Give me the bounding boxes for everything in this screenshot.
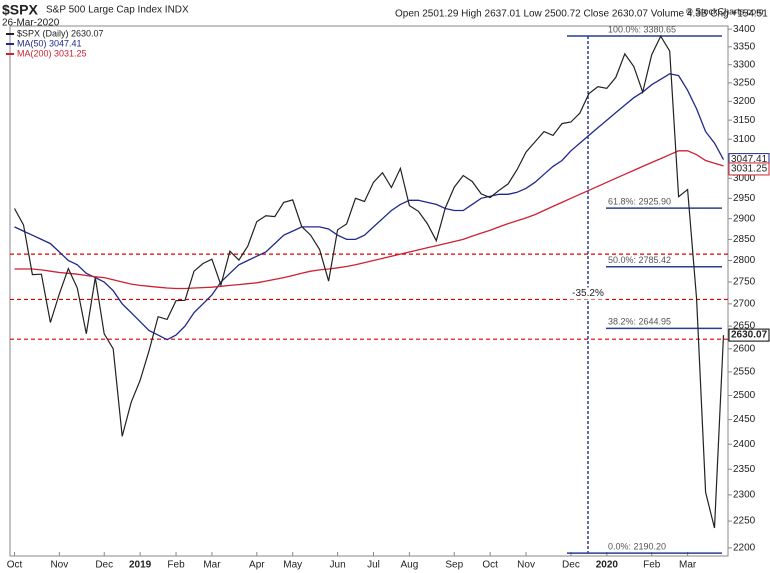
fib-label: 38.2%: 2644.95	[608, 317, 671, 327]
y-tick-label: 2200	[733, 542, 756, 553]
y-tick-label: 3100	[733, 134, 756, 145]
y-tick-label: 2350	[733, 464, 756, 475]
x-tick-label: Oct	[7, 560, 23, 571]
fib-label: 100.0%: 3380.65	[608, 24, 676, 34]
price-tag	[728, 328, 770, 342]
credit: © StockCharts.com	[686, 6, 764, 16]
x-tick-label: 2019	[129, 560, 152, 571]
x-tick-label: Aug	[400, 560, 418, 571]
x-tick-label: Dec	[562, 560, 580, 571]
plot-frame	[9, 25, 729, 557]
quote: Open 2501.29 High 2637.01 Low 2500.72 Cl…	[395, 9, 770, 20]
series-line	[13, 34, 725, 529]
legend-label: MA(50) 3047.41	[17, 38, 82, 48]
y-tick-label: 3350	[733, 41, 756, 52]
y-tick-label: 3300	[733, 59, 756, 70]
series-line	[14, 150, 724, 290]
x-tick-label: Apr	[249, 560, 265, 571]
x-tick-label: Nov	[50, 560, 68, 571]
annotation-bg	[570, 287, 606, 300]
y-tick-label: 3400	[733, 24, 756, 35]
fib-label: 61.8%: 2925.90	[608, 196, 671, 206]
x-tick-label: Mar	[203, 560, 221, 571]
y-tick-label: 2900	[733, 213, 756, 224]
date: 26-Mar-2020	[2, 18, 60, 29]
y-tick-label: 2800	[733, 255, 756, 266]
x-tick-label: 2020	[596, 560, 619, 571]
x-tick-label: Sep	[445, 560, 463, 571]
x-tick-label: Dec	[95, 560, 113, 571]
price-tag-label: 3031.25	[731, 164, 768, 175]
x-tick-label: Nov	[517, 560, 535, 571]
x-tick-label: May	[283, 560, 302, 571]
legend-label: MA(200) 3031.25	[17, 48, 87, 58]
price-tag-label: 2630.07	[731, 330, 768, 341]
fib-label: 0.0%: 2190.20	[608, 542, 666, 552]
price-tag-label: 3047.41	[731, 154, 768, 165]
price-tag	[728, 162, 770, 176]
fib-label: 50.0%: 2785.42	[608, 255, 671, 265]
series-line	[14, 73, 725, 341]
chart-title: $SPX	[2, 2, 38, 18]
y-tick-label: 2300	[733, 490, 756, 501]
annotation: -35.2%	[572, 288, 604, 299]
x-tick-label: Jun	[330, 560, 346, 571]
y-tick-label: 2250	[733, 516, 756, 527]
x-tick-label: Feb	[643, 560, 661, 571]
x-tick-label: Mar	[679, 560, 697, 571]
y-tick-label: 2700	[733, 298, 756, 309]
legend-label: $SPX (Daily) 2630.07	[17, 28, 104, 38]
x-tick-label: Jul	[367, 560, 380, 571]
y-tick-label: 3150	[733, 115, 756, 126]
y-tick-label: 3000	[733, 173, 756, 184]
y-tick-label: 2550	[733, 367, 756, 378]
y-tick-label: 2850	[733, 234, 756, 245]
y-tick-label: 2950	[733, 193, 756, 204]
y-tick-label: 2600	[733, 343, 756, 354]
y-tick-label: 2750	[733, 277, 756, 288]
x-tick-label: Oct	[482, 560, 498, 571]
chart-subtitle: S&P 500 Large Cap Index INDX	[46, 5, 189, 16]
y-tick-label: 2450	[733, 414, 756, 425]
y-tick-label: 2650	[733, 321, 756, 332]
x-tick-label: Feb	[167, 560, 185, 571]
y-tick-label: 2500	[733, 390, 756, 401]
y-tick-label: 3250	[733, 78, 756, 89]
y-tick-label: 2400	[733, 439, 756, 450]
y-tick-label: 3200	[733, 96, 756, 107]
